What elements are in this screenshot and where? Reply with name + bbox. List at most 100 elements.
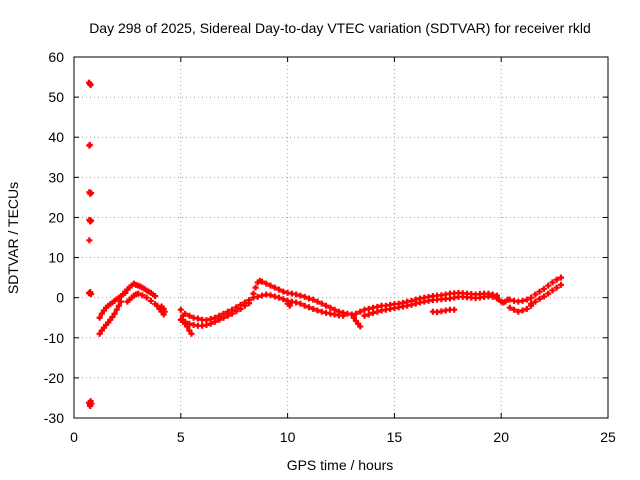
data-points bbox=[85, 79, 565, 409]
data-point bbox=[506, 296, 513, 303]
data-point bbox=[352, 310, 359, 317]
data-point bbox=[188, 330, 195, 337]
data-point bbox=[451, 306, 458, 313]
x-tick-label: 10 bbox=[280, 429, 296, 445]
data-point bbox=[314, 307, 321, 314]
data-point bbox=[161, 308, 168, 315]
data-point bbox=[96, 330, 103, 337]
data-point bbox=[87, 82, 94, 89]
data-point bbox=[194, 315, 201, 322]
grid-lines bbox=[74, 57, 608, 418]
data-point bbox=[370, 309, 377, 316]
data-point bbox=[115, 302, 122, 309]
plot-frame bbox=[73, 56, 609, 419]
data-point bbox=[523, 296, 530, 303]
data-point bbox=[340, 312, 347, 319]
data-point bbox=[293, 299, 300, 306]
data-point bbox=[357, 323, 364, 330]
data-point bbox=[207, 320, 214, 327]
data-point bbox=[489, 293, 496, 300]
data-point bbox=[549, 279, 556, 286]
x-tick-label: 20 bbox=[493, 429, 509, 445]
data-point bbox=[87, 402, 94, 409]
y-tick-label: 0 bbox=[56, 290, 64, 306]
data-point bbox=[536, 295, 543, 302]
data-point bbox=[515, 308, 522, 315]
data-point bbox=[558, 281, 565, 288]
data-point bbox=[357, 308, 364, 315]
data-point bbox=[152, 293, 159, 300]
data-point bbox=[135, 290, 142, 297]
data-point bbox=[528, 294, 535, 301]
data-point bbox=[323, 302, 330, 309]
data-point bbox=[536, 288, 543, 295]
data-point bbox=[147, 297, 154, 304]
data-point bbox=[318, 308, 325, 315]
data-point bbox=[519, 297, 526, 304]
data-point bbox=[350, 314, 357, 321]
data-point bbox=[258, 292, 265, 299]
data-point bbox=[310, 305, 317, 312]
data-point bbox=[365, 305, 372, 312]
data-point bbox=[229, 310, 236, 317]
data-point bbox=[286, 302, 293, 309]
data-point bbox=[553, 276, 560, 283]
y-tick-label: -10 bbox=[44, 330, 64, 346]
data-point bbox=[540, 293, 547, 300]
y-tick-label: 10 bbox=[48, 250, 64, 266]
data-point bbox=[365, 311, 372, 318]
data-point bbox=[374, 308, 381, 315]
data-point bbox=[86, 141, 93, 148]
data-point bbox=[519, 307, 526, 314]
data-point bbox=[177, 306, 184, 313]
data-point bbox=[98, 310, 105, 317]
y-tick-label: 40 bbox=[48, 129, 64, 145]
data-point bbox=[412, 300, 419, 307]
data-point bbox=[233, 308, 240, 315]
data-point bbox=[252, 284, 259, 291]
y-tick-label: -30 bbox=[44, 410, 64, 426]
data-point bbox=[280, 296, 287, 303]
data-point bbox=[186, 312, 193, 319]
data-point bbox=[211, 318, 218, 325]
y-tick-label: 50 bbox=[48, 89, 64, 105]
data-point bbox=[186, 327, 193, 334]
data-point bbox=[549, 287, 556, 294]
data-point bbox=[506, 304, 513, 311]
y-tick-label: -20 bbox=[44, 370, 64, 386]
data-point bbox=[532, 291, 539, 298]
x-tick-label: 25 bbox=[600, 429, 616, 445]
data-point bbox=[267, 292, 274, 299]
data-point bbox=[271, 284, 278, 291]
data-point bbox=[96, 314, 103, 321]
x-tick-label: 0 bbox=[70, 429, 78, 445]
data-point bbox=[297, 300, 304, 307]
data-point bbox=[224, 312, 231, 319]
data-point bbox=[532, 298, 539, 305]
data-point bbox=[305, 295, 312, 302]
y-axis-label: SDTVAR / TECUs bbox=[5, 182, 21, 294]
data-point bbox=[540, 285, 547, 292]
data-point bbox=[276, 294, 283, 301]
data-point bbox=[246, 300, 253, 307]
data-point bbox=[109, 313, 116, 320]
data-point bbox=[88, 189, 95, 196]
data-point bbox=[263, 280, 270, 287]
data-point bbox=[86, 237, 93, 244]
data-point bbox=[220, 314, 227, 321]
x-axis-label: GPS time / hours bbox=[287, 457, 394, 473]
data-point bbox=[241, 302, 248, 309]
data-point bbox=[310, 296, 317, 303]
y-tick-label: 30 bbox=[48, 169, 64, 185]
chart-title: Day 298 of 2025, Sidereal Day-to-day VTE… bbox=[89, 20, 591, 36]
data-point bbox=[327, 304, 334, 311]
data-point bbox=[139, 292, 146, 299]
data-point bbox=[314, 298, 321, 305]
data-point bbox=[113, 306, 120, 313]
axis-ticks: 0 5 10 15 20 25 -30 -20 -10 0 10 20 30 40 50 60 bbox=[44, 49, 616, 445]
data-point bbox=[318, 300, 325, 307]
y-tick-label: 60 bbox=[48, 49, 64, 65]
data-point bbox=[203, 321, 210, 328]
data-point bbox=[280, 288, 287, 295]
